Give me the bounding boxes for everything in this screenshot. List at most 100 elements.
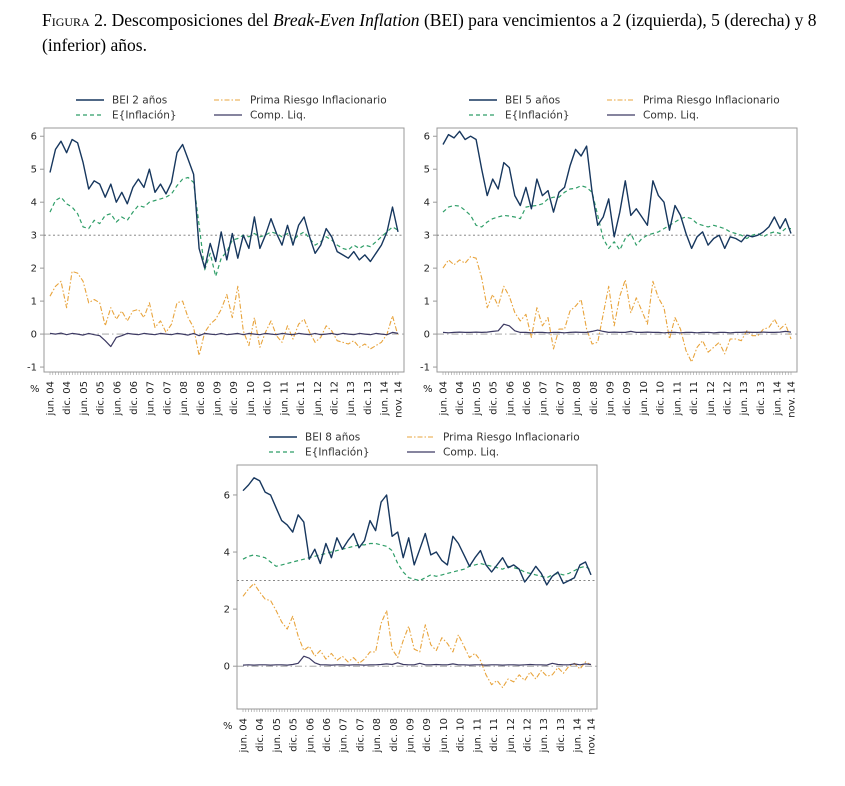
y-tick-label: 3 xyxy=(424,231,430,242)
x-tick-label: jun. 05 xyxy=(79,381,90,417)
caption-text-italic: Break-Even Inflation xyxy=(272,10,420,30)
x-tick-label: jun. 14 xyxy=(573,718,584,754)
series-cliq xyxy=(242,655,592,666)
y-tick-label: 4 xyxy=(31,198,37,209)
y-tick-label: 2 xyxy=(224,605,230,616)
y-tick-label: 6 xyxy=(224,490,230,501)
x-tick-label: jun. 13 xyxy=(739,381,750,417)
y-tick-label: 6 xyxy=(31,132,37,143)
x-tick-label: jun. 14 xyxy=(380,381,391,417)
x-tick-label: dic. 07 xyxy=(162,381,173,415)
chart-bei-2-anos-svg: BEI 2 años E{Inflación} Prima Riesgo Infla… xyxy=(27,95,405,418)
figure-caption: Figura 2. Descomposiciones del Break-Eve… xyxy=(42,8,818,59)
y-tick-label: 4 xyxy=(424,198,430,209)
legend-label-bei: BEI 2 años xyxy=(112,95,167,107)
chart-bei-5-anos: BEI 5 años E{Inflación} Prima Riesgo Infla… xyxy=(407,88,807,448)
x-tick-label: jun. 12 xyxy=(706,381,717,417)
y-tick-label: 2 xyxy=(31,264,37,275)
plot-box xyxy=(436,127,798,373)
plot-box xyxy=(43,127,405,373)
x-tick-label: jun. 04 xyxy=(46,381,57,417)
x-tick-label: dic. 11 xyxy=(689,381,700,415)
x-tick-label: jun. 05 xyxy=(472,381,483,417)
x-tick-label: jun. 10 xyxy=(246,381,257,417)
x-tick-label: dic. 06 xyxy=(322,718,333,752)
x-tick-label: jun. 06 xyxy=(112,381,123,417)
x-tick-label: dic. 05 xyxy=(489,381,500,415)
chart-bei-8-anos: BEI 8 años E{Inflación} Prima Riesgo Infla… xyxy=(207,425,607,785)
x-tick-label: dic. 11 xyxy=(296,381,307,415)
x-tick-label: jun. 08 xyxy=(372,718,383,754)
x-tick-label: dic. 04 xyxy=(62,381,73,415)
x-tick-label: dic. 06 xyxy=(129,381,140,415)
x-tick-label: dic. 13 xyxy=(556,718,567,752)
x-tick-label: dic. 10 xyxy=(456,718,467,752)
x-tick-label: dic. 10 xyxy=(263,381,274,415)
x-tick-label: jun. 09 xyxy=(606,381,617,417)
x-tick-label: jun. 11 xyxy=(472,718,483,754)
x-tick-label: jun. 09 xyxy=(213,381,224,417)
y-tick-label: 0 xyxy=(31,330,37,341)
legend-label-cliq: Comp. Liq. xyxy=(643,110,699,122)
legend-label-cliq: Comp. Liq. xyxy=(250,110,306,122)
x-tick-label: nov. 14 xyxy=(787,381,798,418)
x-tick-label: jun. 07 xyxy=(146,381,157,417)
x-tick-label: jun. 08 xyxy=(572,381,583,417)
x-tick-label: jun. 13 xyxy=(346,381,357,417)
x-tick-label: dic. 09 xyxy=(622,381,633,415)
x-tick-label: jun. 06 xyxy=(505,381,516,417)
x-tick-label: dic. 05 xyxy=(96,381,107,415)
x-tick-label: jun. 11 xyxy=(279,381,290,417)
x-tick-label: jun. 07 xyxy=(539,381,550,417)
x-tick-label: dic. 08 xyxy=(589,381,600,415)
legend-label-einf: E{Inflación} xyxy=(305,447,370,459)
x-tick-label: dic. 12 xyxy=(522,718,533,752)
series-cliq xyxy=(49,331,399,348)
y-tick-label: -1 xyxy=(420,363,430,374)
series-einf xyxy=(442,185,791,251)
x-tick-label: jun. 05 xyxy=(272,718,283,754)
x-tick-label: jun. 10 xyxy=(639,381,650,417)
series-cliq xyxy=(442,323,792,334)
x-tick-label: dic. 07 xyxy=(355,718,366,752)
y-tick-label: 2 xyxy=(424,264,430,275)
legend-label-bei: BEI 8 años xyxy=(305,432,360,444)
series-prima xyxy=(49,270,399,357)
x-tick-label: nov. 14 xyxy=(394,381,405,418)
x-tick-label: dic. 12 xyxy=(329,381,340,415)
x-tick-label: jun. 08 xyxy=(179,381,190,417)
x-tick-label: dic. 04 xyxy=(255,718,266,752)
x-tick-label: jun. 12 xyxy=(313,381,324,417)
plot-box xyxy=(236,464,598,710)
series-einf xyxy=(49,176,399,277)
y-tick-label: -1 xyxy=(27,363,37,374)
x-tick-label: jun. 09 xyxy=(406,718,417,754)
legend-label-cliq: Comp. Liq. xyxy=(443,447,499,459)
x-tick-label: dic. 05 xyxy=(289,718,300,752)
x-tick-label: jun. 11 xyxy=(672,381,683,417)
y-tick-label: 6 xyxy=(424,132,430,143)
figure-label: Figura 2. xyxy=(42,10,108,30)
x-tick-label: jun. 14 xyxy=(773,381,784,417)
series-einf xyxy=(242,542,592,582)
chart-bei-8-anos-svg: BEI 8 años E{Inflación} Prima Riesgo Infla… xyxy=(223,432,598,755)
chart-bei-5-anos-svg: BEI 5 años E{Inflación} Prima Riesgo Infla… xyxy=(420,95,798,418)
caption-text-pre: Descomposiciones del xyxy=(107,10,273,30)
percent-axis-label: % xyxy=(30,384,40,395)
x-tick-label: dic. 06 xyxy=(522,381,533,415)
caption-text-post: (BEI) para vencimientos a 2 (izquierda),… xyxy=(42,10,817,56)
x-tick-label: jun. 04 xyxy=(239,718,250,754)
series-prima xyxy=(242,582,592,689)
legend-label-einf: E{Inflación} xyxy=(112,110,177,122)
y-tick-label: 4 xyxy=(224,548,230,559)
series-prima xyxy=(442,256,792,363)
x-tick-label: dic. 11 xyxy=(489,718,500,752)
legend-label-einf: E{Inflación} xyxy=(505,110,570,122)
x-tick-label: dic. 09 xyxy=(229,381,240,415)
x-tick-label: jun. 12 xyxy=(506,718,517,754)
y-tick-label: 5 xyxy=(31,165,37,176)
y-tick-label: 0 xyxy=(224,662,230,673)
legend-label-prima: Prima Riesgo Inflacionario xyxy=(250,95,387,107)
x-tick-label: dic. 08 xyxy=(389,718,400,752)
series-bei xyxy=(442,130,792,250)
